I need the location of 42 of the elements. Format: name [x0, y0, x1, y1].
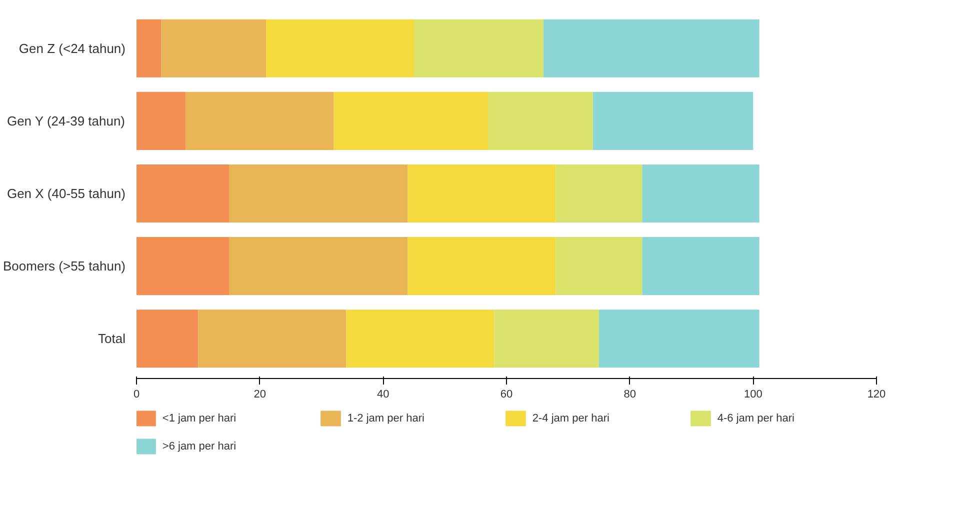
bar	[408, 164, 556, 223]
bar	[229, 237, 408, 296]
bar	[266, 19, 414, 78]
y-tick-label: Boomers (>55 tahun)	[3, 258, 126, 274]
y-tick-label: Gen Y (24-39 tahun)	[6, 113, 126, 128]
bar	[334, 92, 488, 150]
bar	[198, 310, 346, 368]
bar	[186, 92, 334, 150]
bar	[494, 310, 599, 368]
bar	[599, 310, 760, 368]
x-tick-label: 80	[624, 388, 636, 400]
bar	[592, 92, 754, 150]
legend-label: >6 jam per hari	[162, 440, 236, 452]
bar	[161, 19, 266, 78]
bar	[556, 164, 642, 223]
legend-label: 1-2 jam per hari	[347, 412, 424, 424]
bar	[414, 19, 544, 78]
legend-label: <1 jam per hari	[162, 412, 236, 424]
bar	[136, 19, 162, 78]
bar	[544, 19, 760, 78]
legend-label: 2-4 jam per hari	[532, 412, 610, 424]
x-tick-label: 0	[133, 388, 140, 400]
bar	[488, 92, 593, 150]
y-tick-label: Gen X (40-55 tahun)	[6, 186, 126, 201]
bar	[136, 92, 186, 150]
bar	[346, 310, 494, 368]
bar	[136, 310, 198, 368]
x-tick-label: 100	[744, 388, 762, 400]
bar	[556, 237, 642, 296]
legend-label: 4-6 jam per hari	[717, 412, 794, 424]
bar	[136, 164, 229, 223]
x-tick-label: 60	[500, 388, 513, 400]
x-tick-label: 20	[254, 388, 266, 400]
x-tick-label: 40	[377, 388, 390, 400]
bar	[642, 164, 760, 223]
bar	[408, 237, 556, 296]
x-tick-label: 120	[867, 388, 886, 400]
bar	[229, 164, 408, 223]
y-tick-label: Gen Z (<24 tahun)	[18, 40, 126, 56]
bar	[136, 237, 229, 296]
bar	[642, 237, 760, 296]
y-tick-label: Total	[98, 331, 126, 346]
